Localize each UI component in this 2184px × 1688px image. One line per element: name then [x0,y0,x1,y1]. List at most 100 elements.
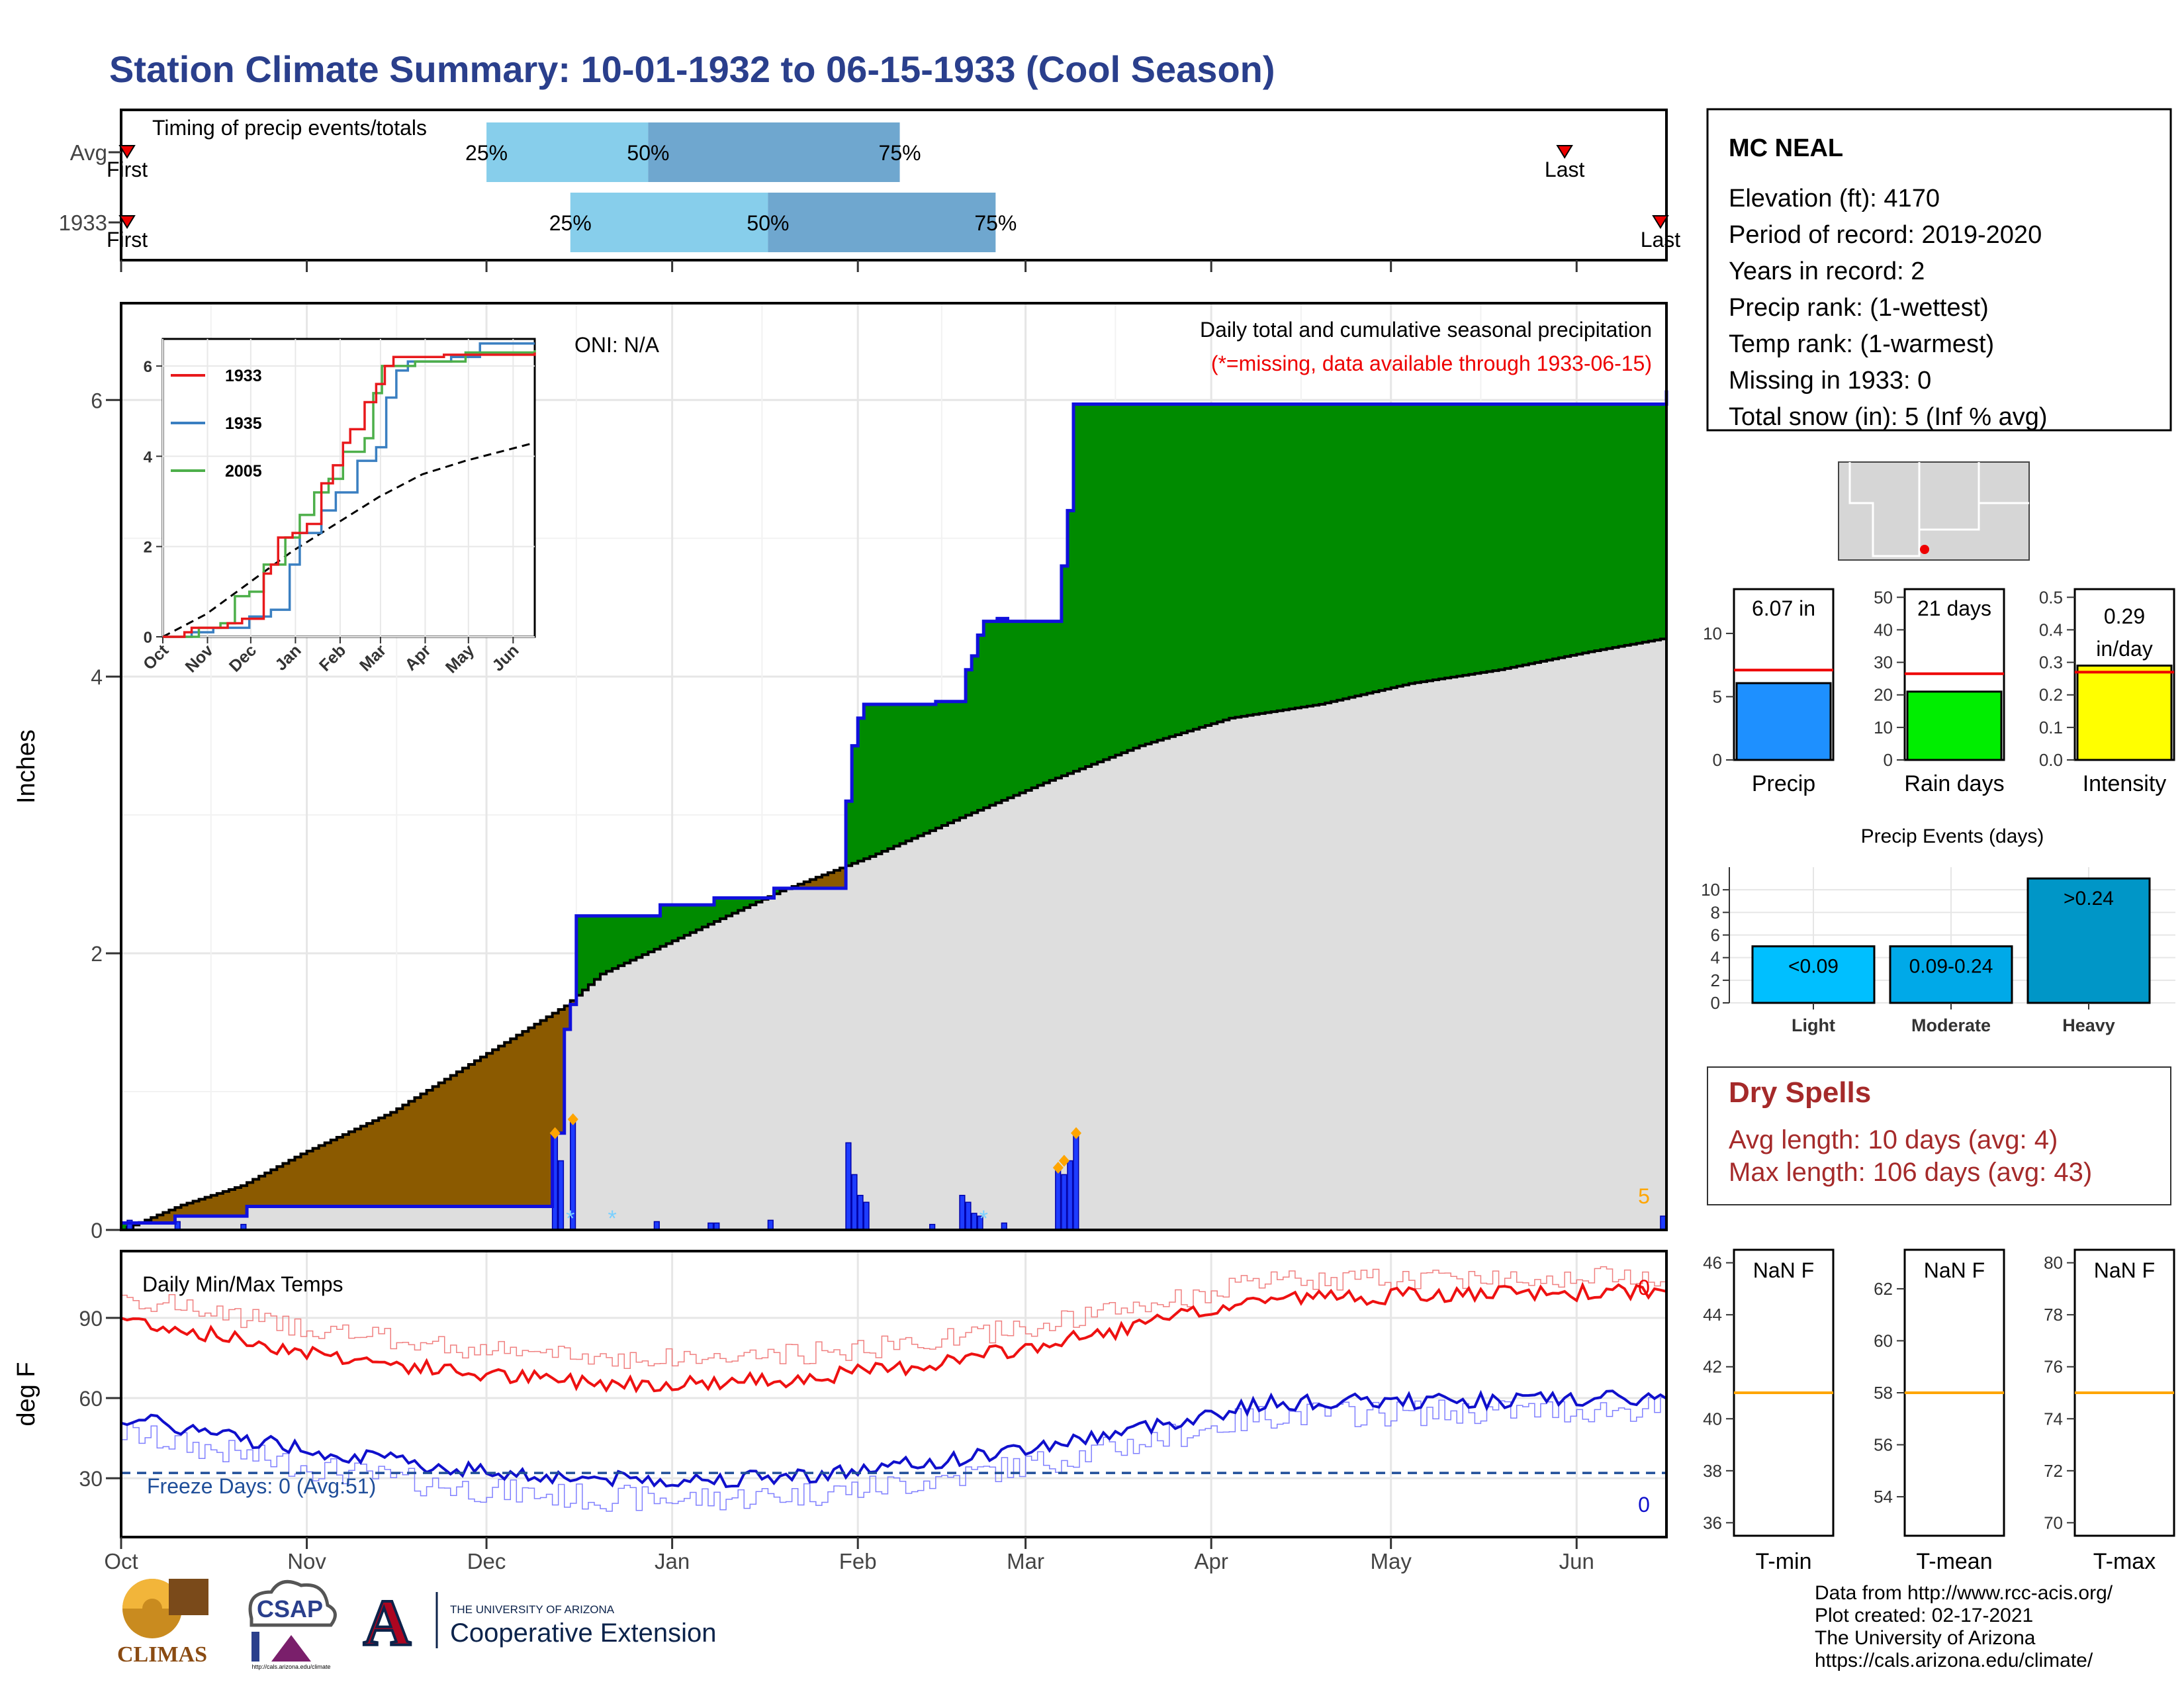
main-panel-frame [120,302,1668,1231]
credit-line-2: Plot created: 02-17-2021 [1815,1605,2034,1626]
timing-avg-first-marker [118,145,136,159]
inset-ytick-label: 0 [144,629,152,647]
snow-marker: * [979,1206,988,1231]
events-bar-Heavy [2026,877,2151,1004]
events-category-Light: Light [1792,1015,1835,1035]
credit-line-3: The University of Arizona [1815,1627,2036,1649]
temp-box-ytick-label: 56 [1874,1435,1893,1455]
csap-url: http://cals.arizona.edu/climate [251,1664,330,1670]
events-bar-label-Light: <0.09 [1788,956,1839,978]
inset-ytick-label: 2 [144,539,152,557]
heavy-day-marker [1052,1161,1064,1174]
events-ytick-label: 0 [1711,993,1720,1013]
min-exceed-count: 0 [1638,1493,1650,1517]
timing-bar-y1933-q3 [768,193,996,252]
daily-precip-bar [959,1195,966,1231]
inset-ytick-label: 4 [144,448,153,466]
temp-box-value-T-mean: NaN F [1924,1258,1985,1282]
daily-precip-bar [971,1213,978,1231]
events-ytick-label: 4 [1711,948,1720,968]
main-ytick-label: 2 [91,942,103,966]
summary-value-Intensity: 0.29 [2104,604,2145,628]
x-month-label: Dec [467,1549,506,1573]
main-ytick-label: 6 [91,389,103,412]
page-title: Station Climate Summary: 10-01-1932 to 0… [109,48,1275,90]
temp-box-ytick-label: 54 [1874,1487,1893,1507]
dry-spells-avg: Avg length: 10 days (avg: 4) [1729,1125,2058,1154]
summary-ytick-label: 0 [1884,750,1893,770]
summary-label-Precip: Precip [1752,771,1815,796]
temp-box-ytick-label: 80 [2044,1253,2063,1273]
temp-ytick-label: 60 [79,1387,103,1411]
temp-box-ytick-label: 42 [1703,1357,1722,1377]
summary-ytick-label: 0.1 [2039,718,2063,737]
summary-value-unit-Intensity: in/day [2096,637,2152,661]
freeze-days-label: Freeze Days: 0 (Avg:51) [147,1474,376,1498]
temp-box-label-T-mean: T-mean [1916,1549,1992,1574]
heavy-day-marker [1071,1127,1082,1139]
summary-ytick-label: 20 [1874,685,1893,705]
summary-bar-Intensity [2076,664,2173,761]
events-category-Moderate: Moderate [1911,1015,1991,1035]
daily-precip-bar [965,1201,972,1231]
x-month-label: Jun [1559,1549,1594,1573]
temp-min-record-line [121,1397,1667,1512]
timing-y1933-p75-label: 75% [974,211,1017,235]
x-month-label: Apr [1194,1549,1228,1573]
summary-ytick-label: 50 [1874,587,1893,607]
csap-logo: CSAP http://cals.arizona.edu/climate [248,1579,337,1670]
x-month-label: Oct [104,1549,138,1573]
timing-avg-p50-label: 50% [627,141,669,165]
temp-max-line [120,1282,1667,1394]
timing-avg-p25-label: 25% [465,141,508,165]
main-panel-heading: Daily total and cumulative seasonal prec… [1200,318,1652,342]
timing-row-label-avg: Avg [70,140,107,165]
summary-bar-Rain days [1906,690,2003,761]
temp-box-value-T-max: NaN F [2094,1258,2155,1282]
timing-y1933-last-label: Last [1641,228,1681,252]
temp-box-ytick-label: 36 [1703,1513,1722,1532]
timing-bar-avg-q3 [648,122,900,182]
inset-legend-label-1935: 1935 [225,414,262,433]
snow-total-label: 5 [1638,1184,1650,1208]
x-month-label: May [1371,1549,1412,1573]
dry-spells-title: Dry Spells [1729,1076,1871,1109]
temp-panel-label: Daily Min/Max Temps [142,1272,343,1296]
daily-precip-bar [1073,1132,1079,1231]
events-title: Precip Events (days) [1861,825,2044,847]
map-state-borders [1848,462,2029,557]
inset-frame [161,338,536,638]
timing-panel-label: Timing of precip events/totals [152,116,427,140]
station-name: MC NEAL [1729,134,1843,162]
summary-ytick-label: 10 [1874,718,1893,737]
heavy-day-marker [549,1127,561,1139]
temp-ylabel: deg F [13,1362,40,1426]
main-panel-missing-note: (*=missing, data available through 1933-… [1211,352,1652,375]
events-category-Heavy: Heavy [2062,1015,2115,1035]
daily-precip-bar [851,1174,858,1231]
inset-avg-line [162,442,535,638]
events-bar-label-Moderate: 0.09-0.24 [1909,956,1993,978]
ua-big-text: Cooperative Extension [450,1618,716,1648]
ua-small-text: THE UNIVERSITY OF ARIZONA [450,1603,615,1616]
daily-precip-bar [1660,1215,1666,1231]
daily-precip-bar [767,1219,774,1231]
summary-ytick-label: 0 [1713,750,1722,770]
dry-spells-max: Max length: 106 days (avg: 43) [1729,1158,2092,1187]
main-ytick-label: 0 [91,1219,103,1243]
timing-y1933-p50-label: 50% [747,211,789,235]
csap-logo-text: CSAP [257,1595,323,1622]
temp-box-label-T-min: T-min [1756,1549,1812,1574]
temp-box-ytick-label: 60 [1874,1331,1893,1350]
summary-ytick-label: 10 [1703,624,1722,643]
snow-marker: * [608,1206,617,1231]
timing-y1933-first-label: First [107,228,148,252]
inset-series-1935 [163,342,535,638]
summary-value-Rain days: 21 days [1917,596,1991,620]
temp-box-value-T-min: NaN F [1753,1258,1814,1282]
timing-row-label-y1933: 1933 [59,211,107,235]
daily-precip-bar [1067,1160,1073,1231]
station-info-line: Years in record: 2 [1729,258,1925,285]
main-ylabel: Inches [13,729,40,804]
timing-avg-first-label: First [107,158,148,181]
